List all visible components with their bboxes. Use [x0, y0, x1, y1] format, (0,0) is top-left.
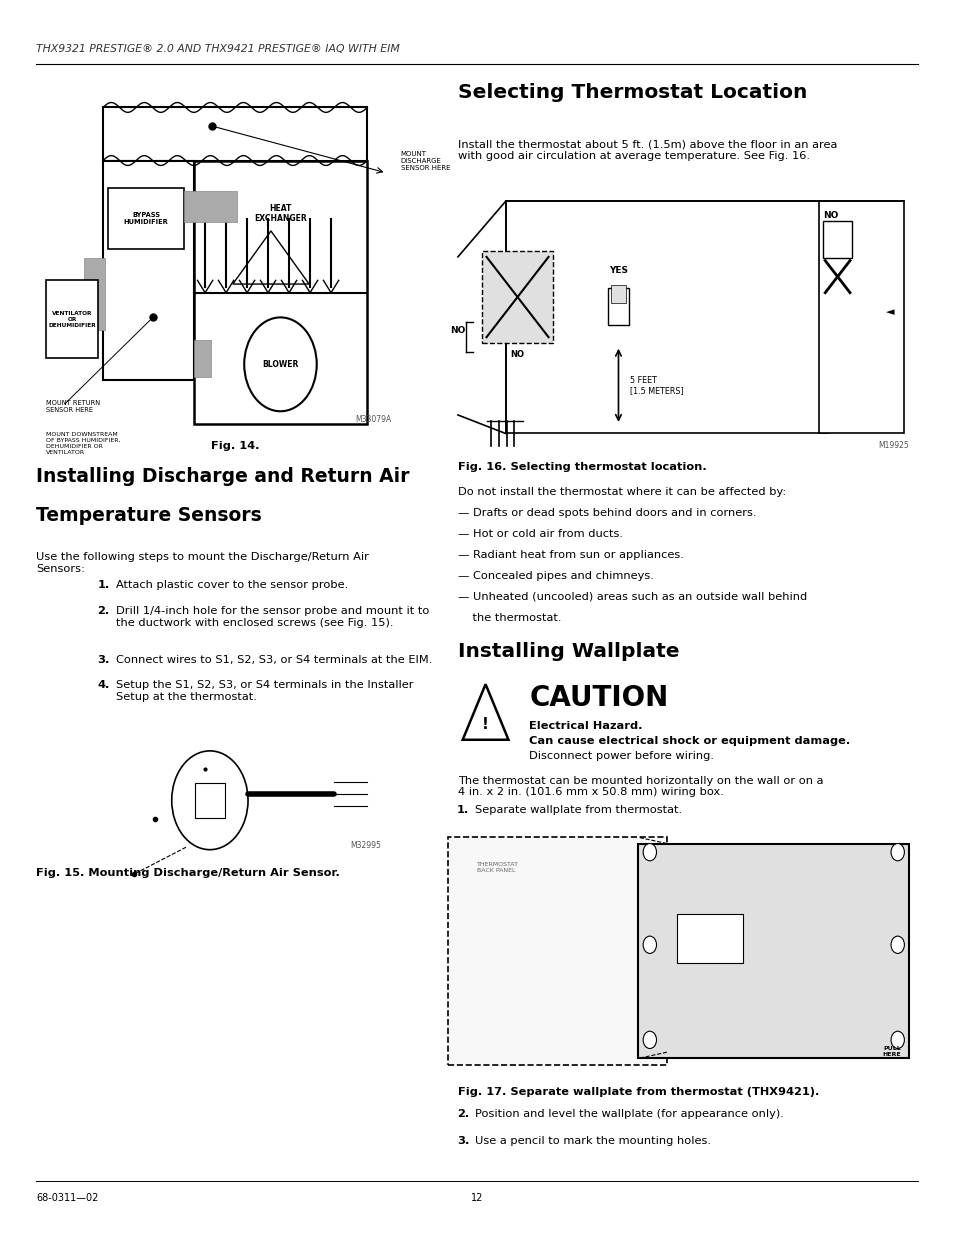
- Text: Temperature Sensors: Temperature Sensors: [36, 506, 262, 525]
- Circle shape: [890, 844, 903, 861]
- Text: MOUNT DOWNSTREAM
OF BYPASS HUMIDIFIER,
DEHUMIDIFIER OR
VENTILATOR: MOUNT DOWNSTREAM OF BYPASS HUMIDIFIER, D…: [46, 432, 120, 454]
- Text: Installing Discharge and Return Air: Installing Discharge and Return Air: [36, 467, 410, 485]
- Text: MOUNT RETURN
SENSOR HERE: MOUNT RETURN SENSOR HERE: [46, 400, 100, 414]
- Text: Drill 1/4-inch hole for the sensor probe and mount it to
the ductwork with enclo: Drill 1/4-inch hole for the sensor probe…: [116, 606, 429, 627]
- Text: YES: YES: [608, 267, 627, 275]
- Bar: [822, 221, 851, 258]
- Text: 1.: 1.: [97, 580, 110, 590]
- Text: VENTILATOR
OR
DEHUMIDIFIER: VENTILATOR OR DEHUMIDIFIER: [48, 311, 96, 327]
- Text: Setup the S1, S2, S3, or S4 terminals in the Installer
Setup at the thermostat.: Setup the S1, S2, S3, or S4 terminals in…: [116, 680, 414, 701]
- Bar: [84, 258, 105, 330]
- Text: Fig. 16. Selecting thermostat location.: Fig. 16. Selecting thermostat location.: [457, 462, 706, 472]
- Text: Use the following steps to mount the Discharge/Return Air
Sensors:: Use the following steps to mount the Dis…: [36, 552, 369, 573]
- Text: 12: 12: [471, 1193, 482, 1203]
- Bar: [193, 340, 211, 377]
- Bar: [194, 783, 225, 818]
- Bar: [193, 161, 367, 424]
- Text: 5 FEET
[1.5 METERS]: 5 FEET [1.5 METERS]: [629, 375, 683, 395]
- Text: — Hot or cold air from ducts.: — Hot or cold air from ducts.: [457, 529, 622, 538]
- Text: 1.: 1.: [456, 805, 469, 815]
- Text: !: !: [481, 716, 489, 732]
- Text: Install the thermostat about 5 ft. (1.5m) above the floor in an area
with good a: Install the thermostat about 5 ft. (1.5m…: [457, 140, 837, 161]
- Bar: [638, 844, 908, 1058]
- Circle shape: [642, 1031, 656, 1049]
- Bar: [607, 288, 628, 325]
- Text: 2.: 2.: [97, 606, 110, 616]
- Text: the thermostat.: the thermostat.: [457, 613, 560, 622]
- Text: — Drafts or dead spots behind doors and in corners.: — Drafts or dead spots behind doors and …: [457, 508, 756, 517]
- Text: The thermostat can be mounted horizontally on the wall or on a
4 in. x 2 in. (10: The thermostat can be mounted horizontal…: [457, 776, 822, 797]
- Text: Electrical Hazard.: Electrical Hazard.: [529, 721, 642, 731]
- Text: 2.: 2.: [456, 1109, 469, 1119]
- Circle shape: [890, 936, 903, 953]
- Text: M32995: M32995: [351, 841, 381, 850]
- Text: Selecting Thermostat Location: Selecting Thermostat Location: [457, 83, 806, 101]
- Text: Separate wallplate from thermostat.: Separate wallplate from thermostat.: [475, 805, 681, 815]
- Circle shape: [890, 1031, 903, 1049]
- Bar: [448, 837, 666, 1065]
- Bar: [610, 285, 625, 303]
- Bar: [103, 107, 367, 161]
- Text: Connect wires to S1, S2, S3, or S4 terminals at the EIM.: Connect wires to S1, S2, S3, or S4 termi…: [116, 655, 433, 664]
- Circle shape: [172, 751, 248, 850]
- Bar: [676, 914, 742, 963]
- Text: MOUNT
DISCHARGE
SENSOR HERE: MOUNT DISCHARGE SENSOR HERE: [400, 151, 450, 170]
- Text: Use a pencil to mark the mounting holes.: Use a pencil to mark the mounting holes.: [475, 1136, 710, 1146]
- Bar: [103, 161, 193, 380]
- Text: HEAT
EXCHANGER: HEAT EXCHANGER: [253, 204, 307, 224]
- Text: BYPASS
HUMIDIFIER: BYPASS HUMIDIFIER: [124, 212, 168, 225]
- Text: — Radiant heat from sun or appliances.: — Radiant heat from sun or appliances.: [457, 550, 683, 559]
- Circle shape: [244, 317, 316, 411]
- Bar: [818, 201, 903, 433]
- Text: ◄: ◄: [885, 308, 893, 317]
- Bar: [46, 89, 395, 430]
- Text: Position and level the wallplate (for appearance only).: Position and level the wallplate (for ap…: [475, 1109, 783, 1119]
- Text: NO: NO: [510, 350, 524, 358]
- Text: 68-0311—02: 68-0311—02: [36, 1193, 98, 1203]
- Circle shape: [642, 844, 656, 861]
- Text: — Concealed pipes and chimneys.: — Concealed pipes and chimneys.: [457, 571, 653, 580]
- Bar: [46, 280, 98, 358]
- Text: Do not install the thermostat where it can be affected by:: Do not install the thermostat where it c…: [457, 487, 785, 496]
- Text: M33079A: M33079A: [355, 415, 391, 424]
- Text: Disconnect power before wiring.: Disconnect power before wiring.: [529, 751, 714, 761]
- Text: 3.: 3.: [456, 1136, 469, 1146]
- Text: CAUTION: CAUTION: [529, 684, 668, 713]
- Text: BLOWER: BLOWER: [262, 359, 298, 369]
- Text: PULL
HERE: PULL HERE: [882, 1046, 901, 1057]
- Text: 4.: 4.: [97, 680, 110, 690]
- Text: NO: NO: [822, 211, 838, 220]
- Bar: [481, 251, 553, 343]
- Text: Can cause electrical shock or equipment damage.: Can cause electrical shock or equipment …: [529, 736, 850, 746]
- Text: Attach plastic cover to the sensor probe.: Attach plastic cover to the sensor probe…: [116, 580, 348, 590]
- Text: — Unheated (uncooled) areas such as an outside wall behind: — Unheated (uncooled) areas such as an o…: [457, 592, 806, 601]
- Text: Fig. 15. Mounting Discharge/Return Air Sensor.: Fig. 15. Mounting Discharge/Return Air S…: [36, 868, 340, 878]
- Bar: [184, 191, 236, 222]
- Polygon shape: [462, 684, 508, 740]
- Text: 3.: 3.: [97, 655, 110, 664]
- Text: Installing Wallplate: Installing Wallplate: [457, 642, 679, 661]
- Polygon shape: [233, 231, 309, 284]
- Circle shape: [642, 936, 656, 953]
- Text: THERMOSTAT
BACK PANEL: THERMOSTAT BACK PANEL: [476, 862, 518, 873]
- Text: NO: NO: [450, 326, 465, 336]
- Bar: [108, 188, 184, 249]
- Text: Fig. 17. Separate wallplate from thermostat (THX9421).: Fig. 17. Separate wallplate from thermos…: [457, 1087, 819, 1097]
- Text: Fig. 14.: Fig. 14.: [211, 441, 259, 451]
- Text: M19925: M19925: [878, 441, 908, 450]
- Text: THX9321 PRESTIGE® 2.0 AND THX9421 PRESTIGE® IAQ WITH EIM: THX9321 PRESTIGE® 2.0 AND THX9421 PRESTI…: [36, 44, 399, 54]
- Bar: [505, 201, 827, 433]
